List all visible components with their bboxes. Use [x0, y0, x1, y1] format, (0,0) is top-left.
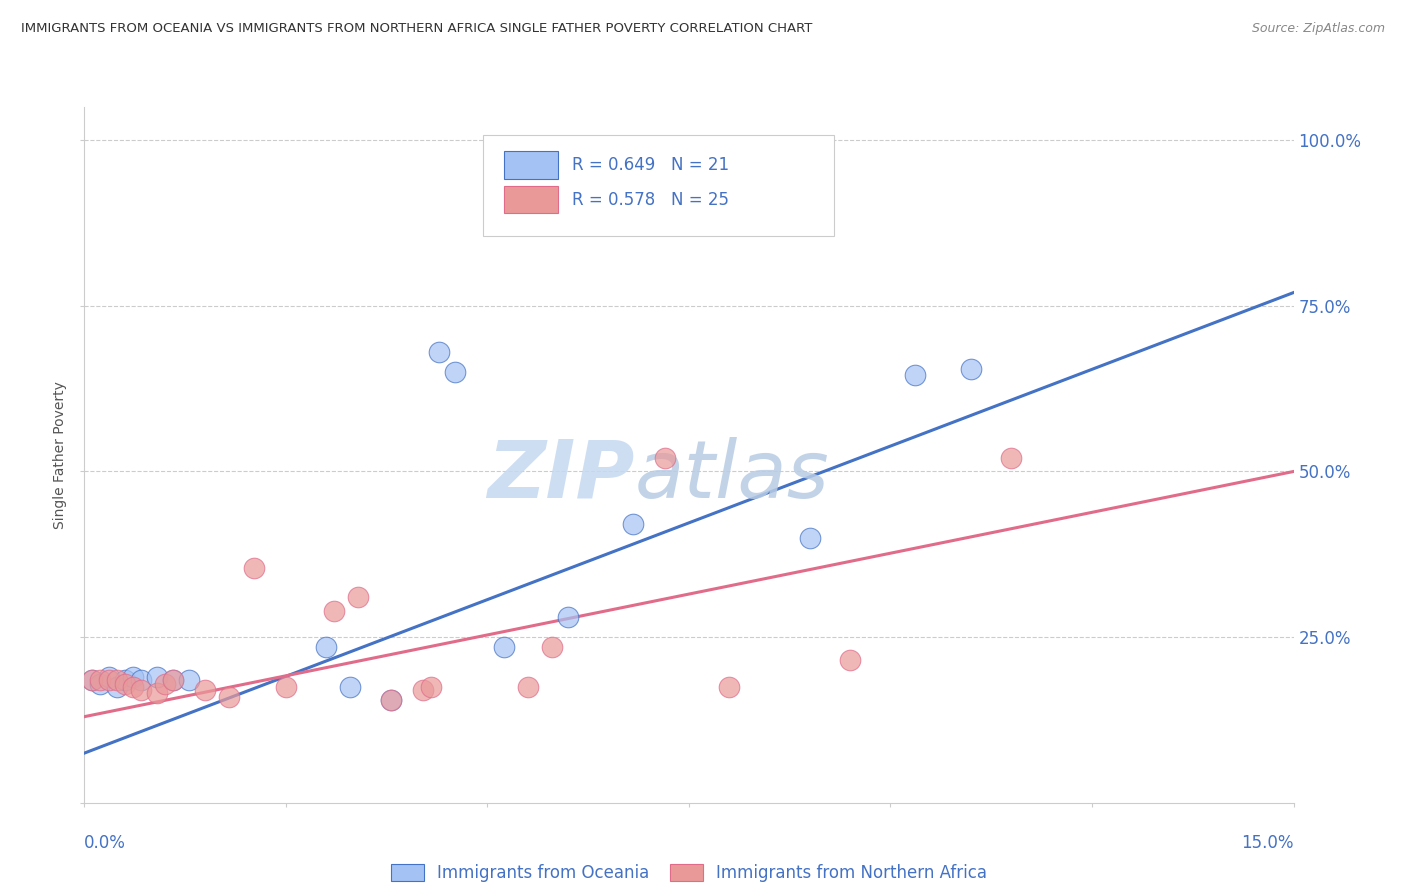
Point — [129, 673, 152, 688]
Point — [492, 640, 515, 654]
Point — [444, 365, 467, 379]
Point — [89, 673, 111, 688]
Text: 0.0%: 0.0% — [84, 834, 127, 852]
Point — [179, 673, 201, 688]
FancyBboxPatch shape — [503, 186, 558, 213]
Point — [904, 368, 927, 383]
Point — [412, 683, 434, 698]
Text: atlas: atlas — [634, 437, 830, 515]
Point — [621, 517, 644, 532]
Point — [114, 673, 136, 688]
Point — [105, 673, 128, 688]
Point — [347, 591, 370, 605]
Point — [839, 653, 862, 667]
Point — [427, 345, 450, 359]
FancyBboxPatch shape — [484, 135, 834, 235]
Point — [315, 640, 337, 654]
Point — [121, 670, 143, 684]
Point — [718, 680, 741, 694]
Point — [654, 451, 676, 466]
Point — [121, 680, 143, 694]
Point — [380, 693, 402, 707]
Point — [97, 670, 120, 684]
FancyBboxPatch shape — [503, 151, 558, 178]
Point — [162, 673, 184, 688]
Point — [242, 560, 264, 574]
Point — [194, 683, 217, 698]
Text: ZIP: ZIP — [486, 437, 634, 515]
Legend: Immigrants from Oceania, Immigrants from Northern Africa: Immigrants from Oceania, Immigrants from… — [384, 857, 994, 888]
Point — [380, 693, 402, 707]
Point — [153, 676, 176, 690]
Point — [82, 673, 104, 688]
Point — [516, 680, 538, 694]
Point — [799, 531, 821, 545]
Point — [218, 690, 240, 704]
Point — [557, 610, 579, 624]
Point — [1000, 451, 1022, 466]
Point — [129, 683, 152, 698]
Point — [162, 673, 184, 688]
Point — [105, 680, 128, 694]
Point — [82, 673, 104, 688]
Point — [960, 361, 983, 376]
Text: 15.0%: 15.0% — [1241, 834, 1294, 852]
Point — [541, 640, 564, 654]
Point — [339, 680, 361, 694]
Text: Source: ZipAtlas.com: Source: ZipAtlas.com — [1251, 22, 1385, 36]
Point — [146, 686, 169, 700]
Point — [323, 604, 346, 618]
Point — [89, 676, 111, 690]
Point — [274, 680, 297, 694]
Text: R = 0.578   N = 25: R = 0.578 N = 25 — [572, 191, 728, 209]
Text: R = 0.649   N = 21: R = 0.649 N = 21 — [572, 156, 728, 174]
Point — [146, 670, 169, 684]
Point — [114, 676, 136, 690]
Point — [97, 673, 120, 688]
Point — [420, 680, 443, 694]
Y-axis label: Single Father Poverty: Single Father Poverty — [53, 381, 67, 529]
Text: IMMIGRANTS FROM OCEANIA VS IMMIGRANTS FROM NORTHERN AFRICA SINGLE FATHER POVERTY: IMMIGRANTS FROM OCEANIA VS IMMIGRANTS FR… — [21, 22, 813, 36]
